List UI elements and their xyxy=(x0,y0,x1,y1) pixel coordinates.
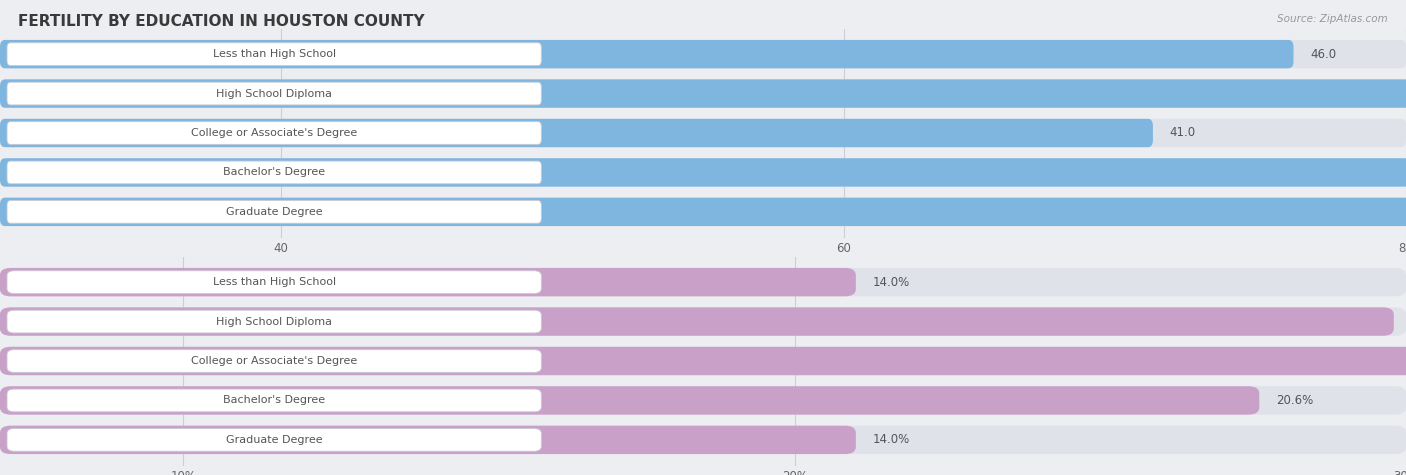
Text: 14.0%: 14.0% xyxy=(873,276,910,289)
FancyBboxPatch shape xyxy=(0,40,1406,68)
FancyBboxPatch shape xyxy=(7,428,541,451)
Text: FERTILITY BY EDUCATION IN HOUSTON COUNTY: FERTILITY BY EDUCATION IN HOUSTON COUNTY xyxy=(18,14,425,29)
FancyBboxPatch shape xyxy=(7,82,541,105)
FancyBboxPatch shape xyxy=(0,198,1406,226)
FancyBboxPatch shape xyxy=(7,350,541,372)
Text: 41.0: 41.0 xyxy=(1170,126,1197,140)
FancyBboxPatch shape xyxy=(0,79,1406,108)
FancyBboxPatch shape xyxy=(0,158,1406,187)
Text: 14.0%: 14.0% xyxy=(873,433,910,446)
FancyBboxPatch shape xyxy=(0,198,1406,226)
Text: Source: ZipAtlas.com: Source: ZipAtlas.com xyxy=(1277,14,1388,24)
FancyBboxPatch shape xyxy=(0,79,1406,108)
FancyBboxPatch shape xyxy=(0,347,1406,375)
Text: 46.0: 46.0 xyxy=(1310,48,1337,61)
FancyBboxPatch shape xyxy=(0,386,1260,415)
FancyBboxPatch shape xyxy=(0,158,1406,187)
FancyBboxPatch shape xyxy=(0,268,856,296)
FancyBboxPatch shape xyxy=(0,347,1406,375)
FancyBboxPatch shape xyxy=(0,40,1294,68)
Text: Graduate Degree: Graduate Degree xyxy=(226,207,322,217)
FancyBboxPatch shape xyxy=(7,161,541,184)
Text: 20.6%: 20.6% xyxy=(1277,394,1313,407)
FancyBboxPatch shape xyxy=(0,307,1406,336)
Text: College or Associate's Degree: College or Associate's Degree xyxy=(191,128,357,138)
FancyBboxPatch shape xyxy=(7,310,541,333)
Text: College or Associate's Degree: College or Associate's Degree xyxy=(191,356,357,366)
FancyBboxPatch shape xyxy=(0,386,1406,415)
FancyBboxPatch shape xyxy=(0,119,1406,147)
Text: High School Diploma: High School Diploma xyxy=(217,88,332,99)
Text: Graduate Degree: Graduate Degree xyxy=(226,435,322,445)
FancyBboxPatch shape xyxy=(7,43,541,66)
Text: Less than High School: Less than High School xyxy=(212,49,336,59)
FancyBboxPatch shape xyxy=(0,307,1393,336)
Text: Bachelor's Degree: Bachelor's Degree xyxy=(224,395,325,406)
Text: Less than High School: Less than High School xyxy=(212,277,336,287)
FancyBboxPatch shape xyxy=(7,122,541,144)
FancyBboxPatch shape xyxy=(7,389,541,412)
FancyBboxPatch shape xyxy=(0,119,1153,147)
FancyBboxPatch shape xyxy=(0,426,856,454)
FancyBboxPatch shape xyxy=(7,200,541,223)
Text: High School Diploma: High School Diploma xyxy=(217,316,332,327)
FancyBboxPatch shape xyxy=(0,426,1406,454)
FancyBboxPatch shape xyxy=(7,271,541,294)
FancyBboxPatch shape xyxy=(0,268,1406,296)
Text: Bachelor's Degree: Bachelor's Degree xyxy=(224,167,325,178)
